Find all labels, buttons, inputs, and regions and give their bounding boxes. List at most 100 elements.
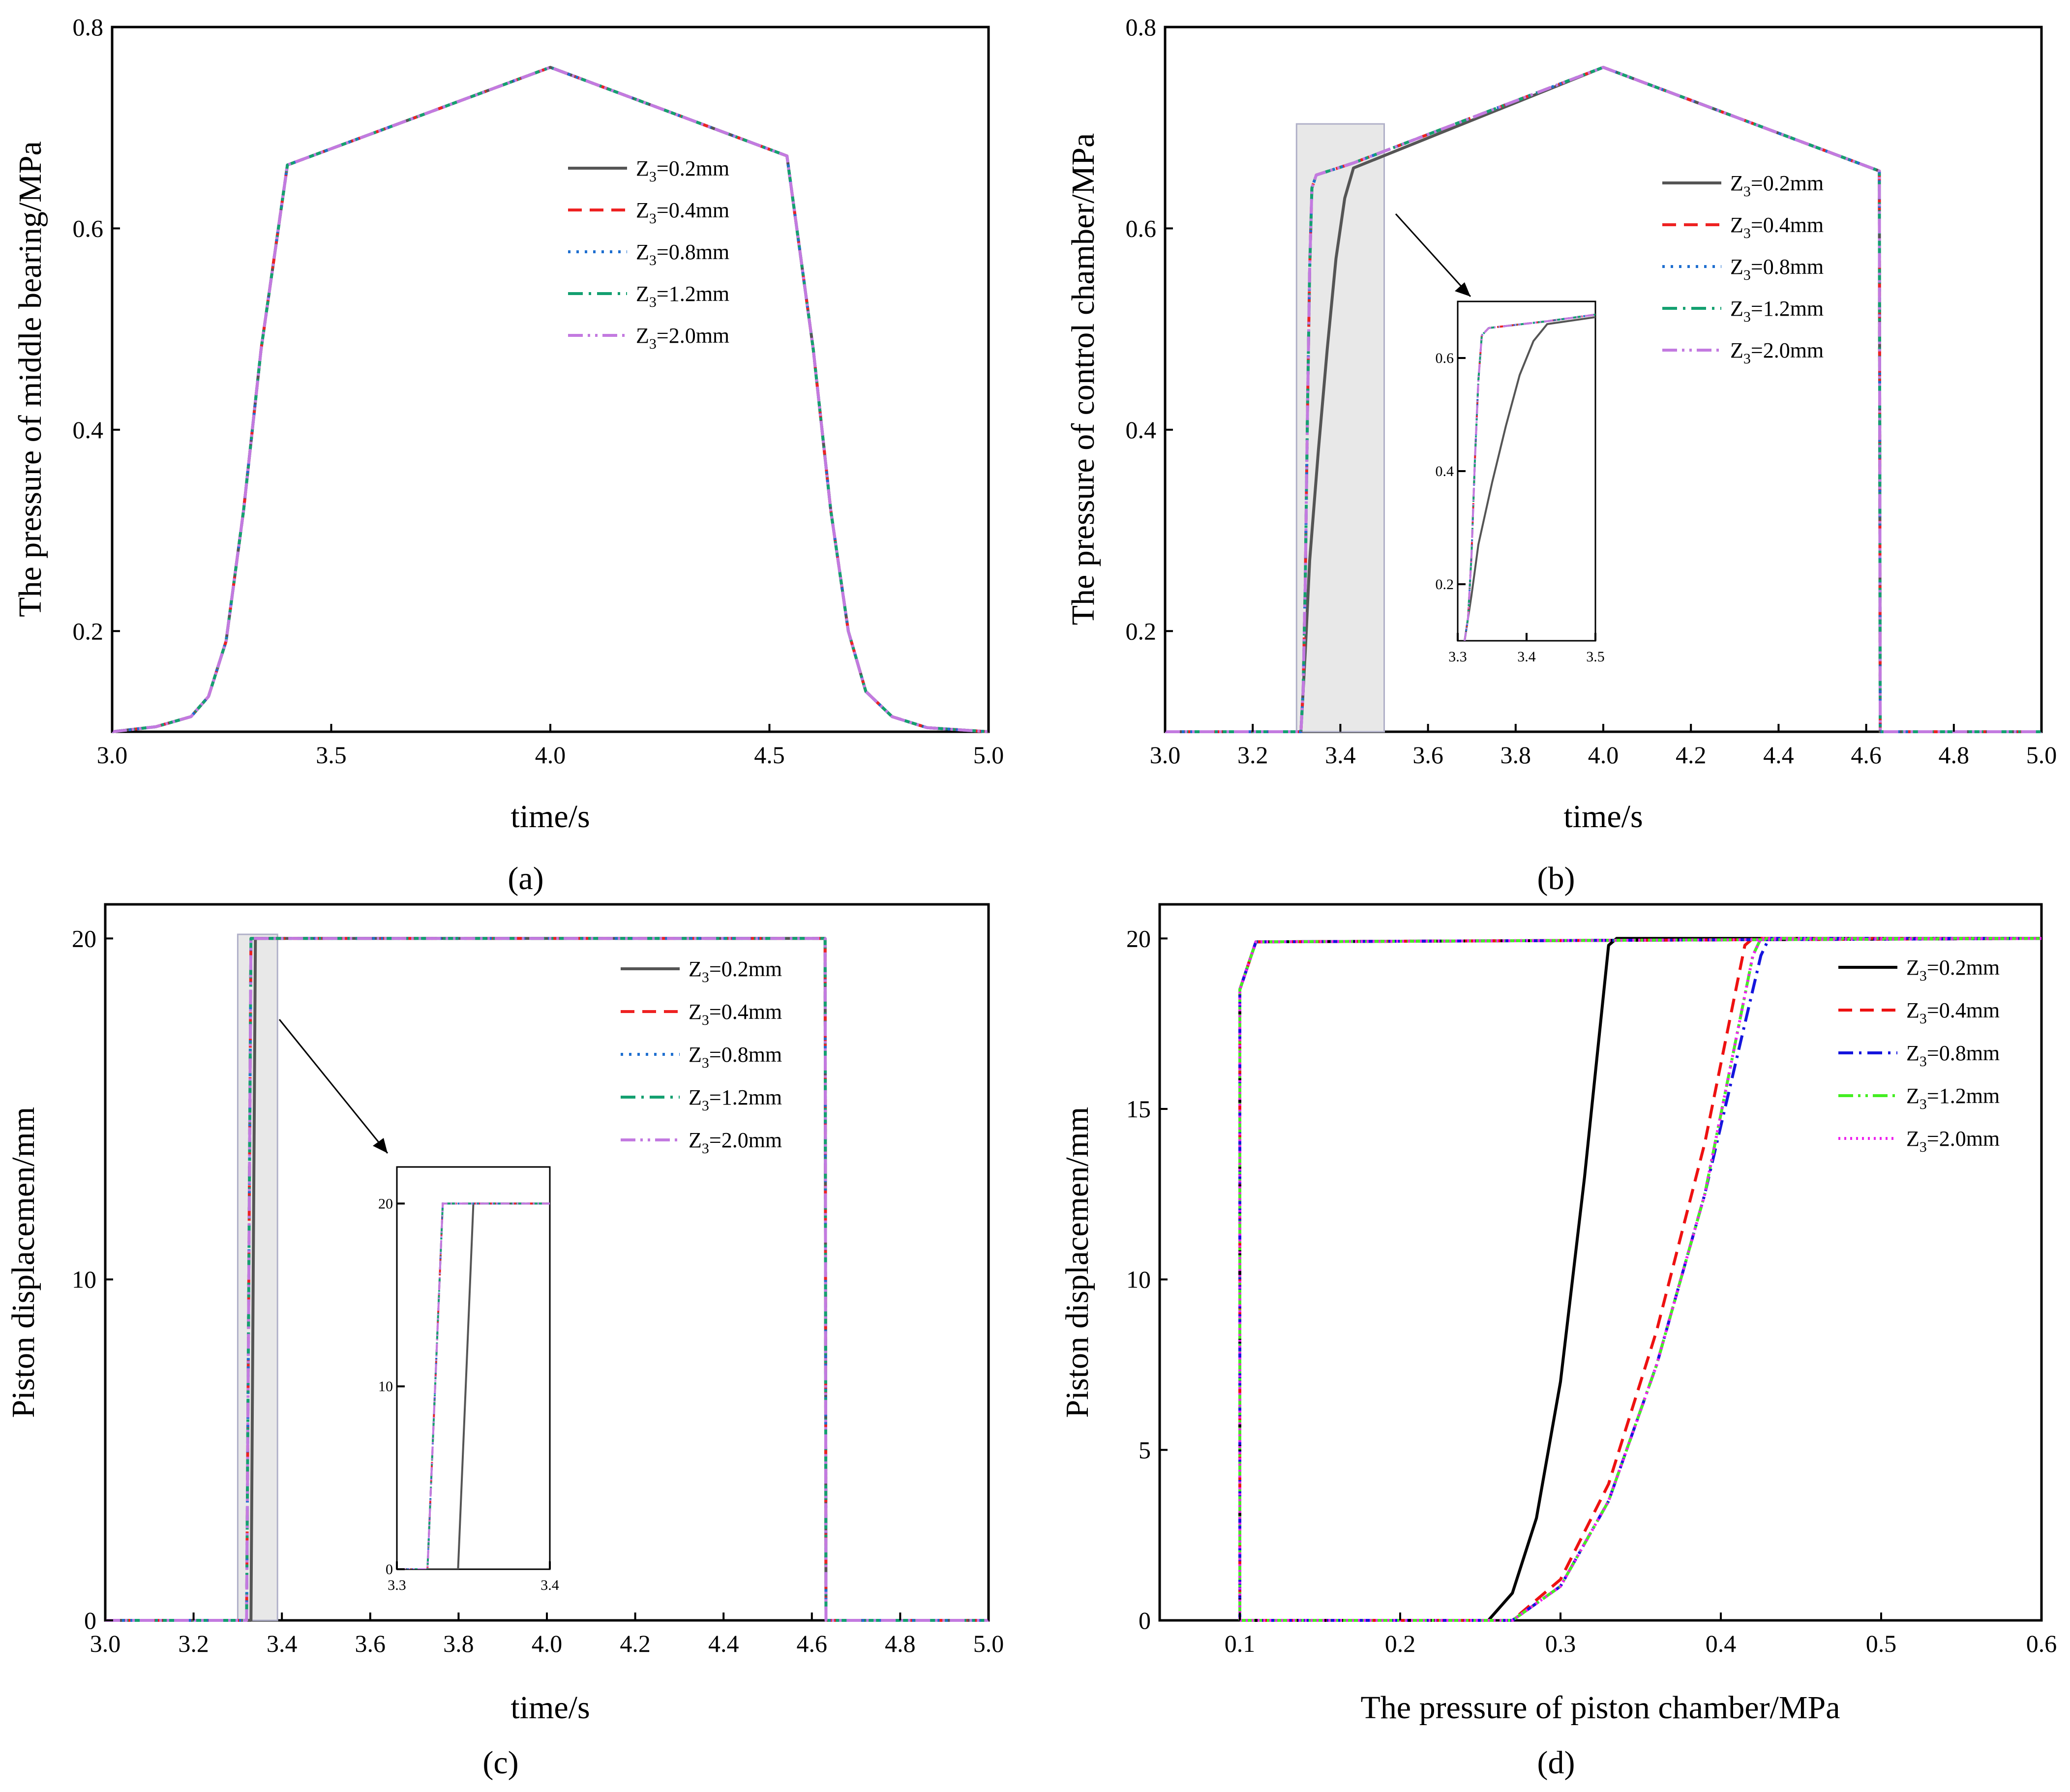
panel-b-legend-label: Z3=1.2mm [1730,297,1824,325]
panel-c-xtick-label: 5.0 [973,1630,1004,1657]
panel-b-ytick-label: 0.6 [1126,214,1157,242]
panel-d-legend-label: Z3=0.4mm [1906,998,2000,1027]
panel-b-xtick-label: 4.8 [1939,741,1970,769]
panel-d-series-line [1238,937,2042,1622]
panel-b-inset-series-line [1464,316,1595,641]
panel-b-xtick-label: 4.4 [1763,741,1794,769]
panel-d-legend-label: Z3=0.2mm [1906,956,2000,984]
panel-c-inset-ytick-label: 10 [378,1378,393,1395]
panel-c-inset-series-line [397,1202,550,1569]
panel-b-ytick-label: 0.2 [1126,617,1157,645]
panel-b-xtick-label: 3.2 [1237,741,1268,769]
panel-b-xtick-label: 4.0 [1588,741,1619,769]
panel-b-inset-ytick-label: 0.4 [1436,463,1454,479]
panel-a-series-line [112,65,989,733]
panel-b-ticks: 3.0 3.2 3.4 3.6 3.8 4.0 4.2 4.4 4.6 4.8 5.0 0.2 0.4 0… [1126,13,2057,769]
panel-a-label: (a) [508,861,543,896]
panel-d-ytick-label: 0 [1139,1607,1151,1634]
panel-c-inset-frame [396,1166,551,1570]
panel-c-legend: Z3=0.2mm Z3=0.4mm Z3=0.8mm Z3=1.2mm Z3=2.0mm [621,957,782,1157]
panel-d-series-line [1238,937,2042,1622]
panel-b-series-line [1165,65,2041,733]
panel-a-series-line [112,65,989,733]
panel-c-ylabel: Piston displacemen/mm [5,1107,41,1418]
panel-c-inset-arrowhead [373,1138,388,1153]
panel-c-inset-ytick-label: 20 [378,1195,393,1212]
panel-d-xtick-label: 0.2 [1385,1630,1416,1657]
panel-c-xtick-label: 4.4 [708,1630,739,1657]
panel-d-frame [1158,903,2043,1622]
panel-a-legend-label: Z3=0.8mm [636,240,729,269]
panel-c-inset-series-line [397,1202,550,1569]
panel-d-series-line [1238,937,2042,1622]
panel-b-xtick-label: 3.6 [1412,741,1443,769]
panel-c-inset-series-line [397,1202,550,1569]
panel-d-xtick-label: 0.4 [1706,1630,1737,1657]
panel-b-inset-xtick-label: 3.4 [1517,649,1536,665]
panel-b-inset-arrowhead [1455,282,1470,297]
panel-c-series-line [105,937,989,1622]
panel-a-series-line [112,65,989,733]
panel-b-xtick-label: 3.4 [1325,741,1356,769]
panel-a-xtick-label: 3.0 [97,741,128,769]
panel-c-inset-arrow [278,1019,389,1154]
panel-c-xtick-label: 3.4 [267,1630,298,1657]
panel-c-legend-label: Z3=0.8mm [689,1043,782,1071]
panel-d-legend: Z3=0.2mm Z3=0.4mm Z3=0.8mm Z3=1.2mm Z3=2.0mm [1838,956,2000,1155]
panel-a-series-line [112,65,989,733]
panel-b-inset-frame [1457,300,1596,642]
panel-d-xtick-label: 0.6 [2026,1630,2057,1657]
panel-c-plot [105,937,989,1622]
panel-c-xtick-label: 4.8 [885,1630,916,1657]
panel-d-ytick-label: 15 [1126,1095,1151,1123]
panel-c-inset: 3.3 3.4 0 10 20 [378,1166,559,1593]
panel-a-legend-label: Z3=1.2mm [636,282,729,310]
panel-a-xtick-label: 3.5 [316,741,347,769]
panel-b-ylabel: The pressure of control chamber/MPa [1065,133,1101,626]
panel-c-xtick-label: 3.8 [443,1630,474,1657]
panel-b-xtick-label: 3.8 [1500,741,1531,769]
panel-a-frame [111,26,990,733]
panel-c-legend-label: Z3=0.4mm [689,1000,782,1028]
panel-a-legend-label: Z3=0.2mm [636,156,729,185]
panel-b-chart: 3.0 3.2 3.4 3.6 3.8 4.0 4.2 4.4 4.6 4.8 5.0 0.2 0.4 0… [1065,13,2057,896]
panel-d-xtick-label: 0.3 [1545,1630,1576,1657]
panel-d-ytick-label: 20 [1126,925,1151,952]
panel-d-label: (d) [1537,1745,1575,1781]
panel-d-xlabel: The pressure of piston chamber/MPa [1360,1690,1840,1726]
panel-d-xtick-label: 0.5 [1866,1630,1897,1657]
panel-d-legend-label: Z3=0.8mm [1906,1041,2000,1070]
panel-a-ylabel: The pressure of middle bearing/MPa [12,141,48,617]
panel-c-ticks: 3.0 3.2 3.4 3.6 3.8 4.0 4.2 4.4 4.6 4.8 5.0 0 10 20 [72,925,1004,1657]
panel-c-xtick-label: 4.2 [620,1630,651,1657]
panel-c-series-line [105,937,989,1622]
panel-d-ytick-label: 10 [1126,1266,1151,1293]
panel-b-xlabel: time/s [1563,799,1643,835]
panel-c-legend-label: Z3=0.2mm [689,957,782,986]
panel-b-xtick-label: 3.0 [1150,741,1181,769]
panel-a-chart: 3.0 3.5 4.0 4.5 5.0 0.2 0.4 0.6 0.8 time/s The p… [12,13,1004,896]
panel-a-legend-label: Z3=0.4mm [636,198,729,227]
panel-c-label: (c) [482,1745,518,1781]
panel-b-inset-arrow [1395,213,1471,298]
panel-c-legend-label: Z3=1.2mm [689,1085,782,1114]
panel-b-xtick-label: 4.6 [1851,741,1882,769]
panel-c-inset-series-line [397,1202,550,1569]
panel-c-ytick-label: 20 [72,925,96,952]
panel-b-inset-ytick-label: 0.2 [1436,576,1454,593]
panel-c-zoom-region [237,933,278,1621]
panel-c-xtick-label: 3.0 [90,1630,121,1657]
panel-b-legend-label: Z3=2.0mm [1730,338,1824,367]
panel-a-xlabel: time/s [510,799,590,835]
panel-a-ytick-label: 0.8 [73,13,104,41]
panel-c-shade [237,933,278,1621]
panel-a-legend-label: Z3=2.0mm [636,324,729,352]
panel-b-xtick-label: 4.2 [1676,741,1707,769]
panel-a-legend: Z3=0.2mm Z3=0.4mm Z3=0.8mm Z3=1.2mm Z3=2.0mm [568,156,729,352]
panel-d-legend-label: Z3=1.2mm [1906,1084,2000,1112]
panel-c-inset-series-line [397,1202,550,1569]
panel-c-ytick-label: 10 [72,1266,96,1293]
panel-a-xtick-label: 4.5 [754,741,785,769]
panel-c-legend-label: Z3=2.0mm [689,1128,782,1157]
panel-a-xtick-label: 5.0 [973,741,1004,769]
